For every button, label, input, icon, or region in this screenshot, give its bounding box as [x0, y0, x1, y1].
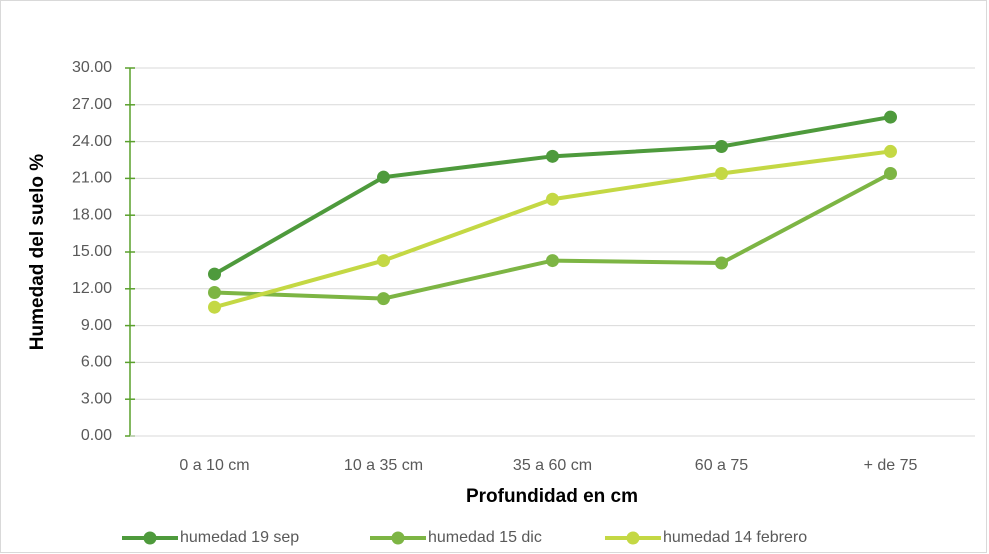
- data-point: [208, 300, 221, 314]
- legend-label: humedad 14 febrero: [663, 529, 807, 546]
- data-point: [715, 256, 728, 270]
- data-point: [546, 254, 559, 268]
- y-axis-title: Humedad del suelo %: [27, 154, 48, 350]
- data-point: [715, 140, 728, 154]
- data-point: [208, 267, 221, 281]
- data-point: [546, 192, 559, 206]
- data-point: [546, 149, 559, 163]
- y-tick-label: 30.00: [72, 59, 112, 76]
- x-tick-label: + de 75: [864, 457, 918, 474]
- x-tick-label: 60 a 75: [695, 457, 748, 474]
- legend-marker: [143, 531, 157, 545]
- y-tick-label: 18.00: [72, 206, 112, 223]
- y-tick-label: 15.00: [72, 243, 112, 260]
- y-tick-label: 9.00: [81, 317, 112, 334]
- y-tick-label: 6.00: [81, 354, 112, 371]
- x-axis-title: Profundidad en cm: [466, 486, 638, 507]
- x-tick-label: 0 a 10 cm: [179, 457, 249, 474]
- y-tick-label: 12.00: [72, 280, 112, 297]
- data-point: [377, 254, 390, 268]
- data-point: [884, 166, 897, 180]
- y-tick-label: 3.00: [81, 390, 112, 407]
- legend-marker: [391, 531, 405, 545]
- data-point: [377, 292, 390, 306]
- data-point: [208, 285, 221, 299]
- x-tick-label: 35 a 60 cm: [513, 457, 592, 474]
- data-point: [884, 144, 897, 158]
- data-point: [884, 110, 897, 124]
- y-tick-label: 0.00: [81, 427, 112, 444]
- y-tick-label: 27.00: [72, 96, 112, 113]
- x-tick-label: 10 a 35 cm: [344, 457, 423, 474]
- y-tick-label: 24.00: [72, 133, 112, 150]
- y-tick-label: 21.00: [72, 170, 112, 187]
- legend-label: humedad 15 dic: [428, 529, 542, 546]
- legend-marker: [626, 531, 640, 545]
- legend-label: humedad 19 sep: [180, 529, 299, 546]
- data-point: [715, 166, 728, 180]
- data-point: [377, 170, 390, 184]
